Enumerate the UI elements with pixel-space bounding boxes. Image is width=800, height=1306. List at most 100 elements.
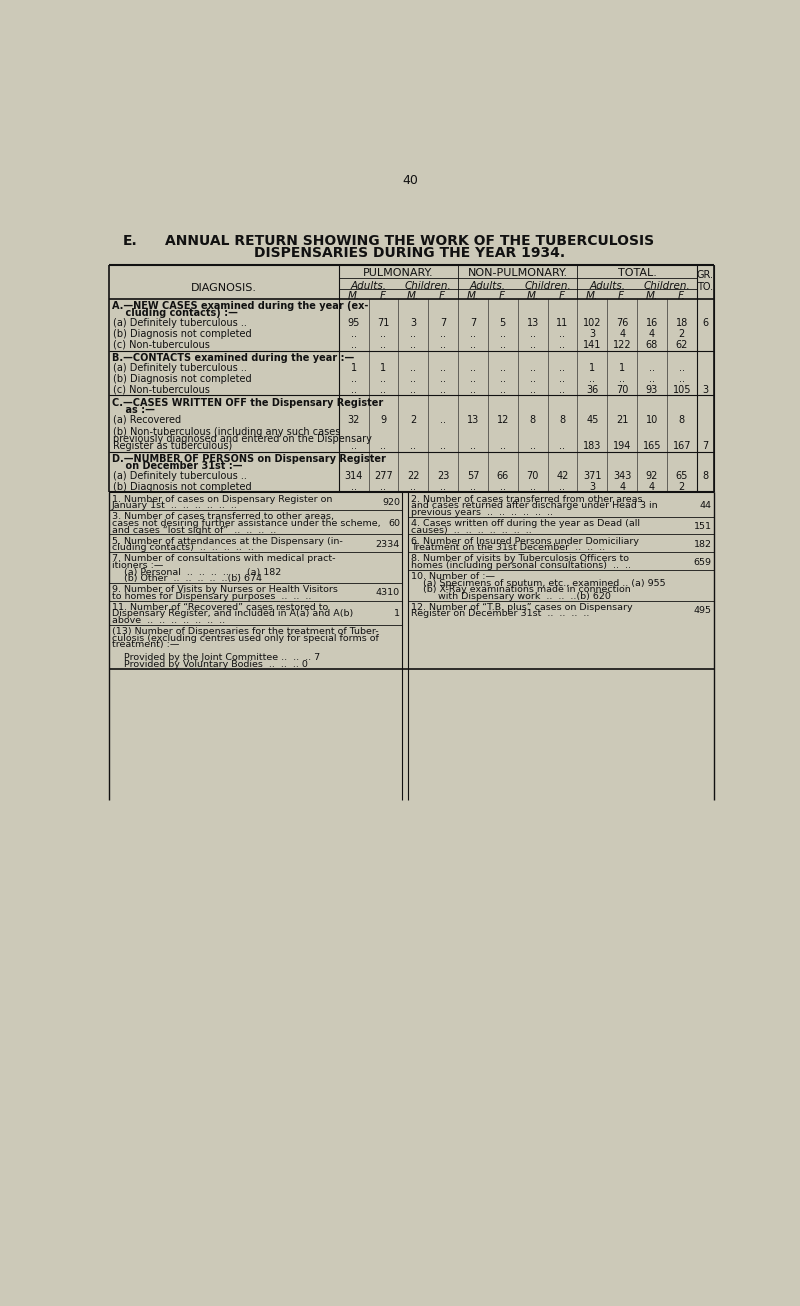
- Text: ..: ..: [559, 363, 566, 374]
- Text: 2: 2: [410, 415, 417, 424]
- Text: ..: ..: [440, 441, 446, 451]
- Text: itioners :—: itioners :—: [112, 562, 163, 569]
- Text: ..: ..: [470, 363, 476, 374]
- Text: 314: 314: [345, 471, 363, 481]
- Text: ..: ..: [590, 374, 595, 384]
- Text: M.: M.: [347, 291, 360, 302]
- Text: ..: ..: [530, 385, 536, 394]
- Text: ..: ..: [381, 374, 386, 384]
- Text: ..: ..: [470, 374, 476, 384]
- Text: 1: 1: [350, 363, 357, 374]
- Text: ..: ..: [500, 385, 506, 394]
- Text: 16: 16: [646, 319, 658, 328]
- Text: 60: 60: [388, 518, 400, 528]
- Text: (a) Specimens of sputum, etc., examined .. (a) 955: (a) Specimens of sputum, etc., examined …: [410, 579, 666, 588]
- Text: F.: F.: [439, 291, 447, 302]
- Text: 3: 3: [590, 329, 595, 340]
- Text: ..: ..: [530, 363, 536, 374]
- Text: 141: 141: [583, 340, 602, 350]
- Text: ..: ..: [381, 329, 386, 340]
- Text: 12: 12: [497, 415, 509, 424]
- Text: E.: E.: [123, 234, 138, 248]
- Text: 66: 66: [497, 471, 509, 481]
- Text: Adults.: Adults.: [350, 281, 386, 291]
- Text: 371: 371: [583, 471, 602, 481]
- Text: (a) Definitely tuberculous ..: (a) Definitely tuberculous ..: [113, 471, 247, 481]
- Text: (a) Personal  ..  ..  ..  ..  ..  (a) 182: (a) Personal .. .. .. .. .. (a) 182: [112, 568, 281, 576]
- Text: ..: ..: [559, 329, 566, 340]
- Text: ..: ..: [530, 482, 536, 491]
- Text: with Dispensary work  ..  ..  ..(b) 620: with Dispensary work .. .. ..(b) 620: [410, 592, 610, 601]
- Text: (13) Number of Dispensaries for the treatment of Tuber-: (13) Number of Dispensaries for the trea…: [112, 627, 378, 636]
- Text: ..: ..: [470, 340, 476, 350]
- Text: 102: 102: [583, 319, 602, 328]
- Text: Adults.: Adults.: [470, 281, 506, 291]
- Text: 1: 1: [380, 363, 386, 374]
- Text: ..: ..: [350, 482, 357, 491]
- Text: 13: 13: [526, 319, 538, 328]
- Text: ..: ..: [559, 374, 566, 384]
- Text: ..: ..: [410, 374, 416, 384]
- Text: 3: 3: [702, 385, 708, 394]
- Text: ..: ..: [410, 363, 416, 374]
- Text: ..: ..: [500, 441, 506, 451]
- Text: ..: ..: [350, 385, 357, 394]
- Text: 36: 36: [586, 385, 598, 394]
- Text: ..: ..: [410, 385, 416, 394]
- Text: cluding contacts) :—: cluding contacts) :—: [112, 308, 238, 319]
- Text: (a) Definitely tuberculous ..: (a) Definitely tuberculous ..: [113, 363, 247, 374]
- Text: previously diagnosed and entered on the Dispensary: previously diagnosed and entered on the …: [113, 434, 372, 444]
- Text: ..: ..: [440, 385, 446, 394]
- Text: 95: 95: [347, 319, 360, 328]
- Text: and cases “lost sight of”  ..  ..  ..  ..: and cases “lost sight of” .. .. .. ..: [112, 525, 276, 534]
- Text: (a) Recovered: (a) Recovered: [113, 415, 182, 424]
- Text: ..: ..: [381, 340, 386, 350]
- Text: ..: ..: [500, 482, 506, 491]
- Text: 8: 8: [678, 415, 685, 424]
- Text: 3: 3: [410, 319, 416, 328]
- Text: 165: 165: [642, 441, 662, 451]
- Text: (a) Definitely tuberculous ..: (a) Definitely tuberculous ..: [113, 319, 247, 328]
- Text: 32: 32: [347, 415, 360, 424]
- Text: 62: 62: [676, 340, 688, 350]
- Text: F.: F.: [678, 291, 686, 302]
- Text: treatment) :—: treatment) :—: [112, 640, 179, 649]
- Text: to homes for Dispensary purposes  ..  ..  ..: to homes for Dispensary purposes .. .. .…: [112, 592, 311, 601]
- Text: January 1st  ..  ..  ..  ..  ..  ..: January 1st .. .. .. .. .. ..: [112, 502, 238, 511]
- Text: ..: ..: [410, 482, 416, 491]
- Text: 11. Number of “Recovered” cases restored to: 11. Number of “Recovered” cases restored…: [112, 603, 328, 613]
- Text: ..: ..: [410, 441, 416, 451]
- Text: ..: ..: [470, 329, 476, 340]
- Text: 2: 2: [678, 329, 685, 340]
- Text: 8: 8: [702, 471, 708, 481]
- Text: 3. Number of cases transferred to other areas,: 3. Number of cases transferred to other …: [112, 512, 334, 521]
- Text: ANNUAL RETURN SHOWING THE WORK OF THE TUBERCULOSIS: ANNUAL RETURN SHOWING THE WORK OF THE TU…: [166, 234, 654, 248]
- Text: 659: 659: [694, 558, 711, 567]
- Text: 1: 1: [619, 363, 626, 374]
- Text: GR.
TO.: GR. TO.: [697, 270, 714, 291]
- Text: Children.: Children.: [405, 281, 451, 291]
- Text: PULMONARY.: PULMONARY.: [363, 268, 434, 278]
- Text: 5: 5: [500, 319, 506, 328]
- Text: 920: 920: [382, 498, 400, 507]
- Text: above  ..  ..  ..  ..  ..  ..  ..: above .. .. .. .. .. .. ..: [112, 616, 225, 626]
- Text: 194: 194: [613, 441, 631, 451]
- Text: cases not desiring further assistance under the scheme,: cases not desiring further assistance un…: [112, 518, 380, 528]
- Text: Provided by the Joint Committee ..  ..  .. 7: Provided by the Joint Committee .. .. ..…: [112, 653, 320, 662]
- Text: ..: ..: [530, 340, 536, 350]
- Text: ..: ..: [500, 363, 506, 374]
- Text: ..: ..: [440, 482, 446, 491]
- Text: and cases returned after discharge under Head 3 in: and cases returned after discharge under…: [410, 502, 658, 511]
- Text: ..: ..: [559, 482, 566, 491]
- Text: 13: 13: [467, 415, 479, 424]
- Text: NON-PULMONARY.: NON-PULMONARY.: [468, 268, 568, 278]
- Text: 6. Number of Insured Persons under Domiciliary: 6. Number of Insured Persons under Domic…: [410, 537, 638, 546]
- Text: 40: 40: [402, 174, 418, 187]
- Text: M.: M.: [467, 291, 479, 302]
- Text: 122: 122: [613, 340, 631, 350]
- Text: 3: 3: [590, 482, 595, 491]
- Text: 1: 1: [590, 363, 595, 374]
- Text: (b) X-Ray examinations made in connection: (b) X-Ray examinations made in connectio…: [410, 585, 630, 594]
- Text: 23: 23: [437, 471, 450, 481]
- Text: ..: ..: [410, 340, 416, 350]
